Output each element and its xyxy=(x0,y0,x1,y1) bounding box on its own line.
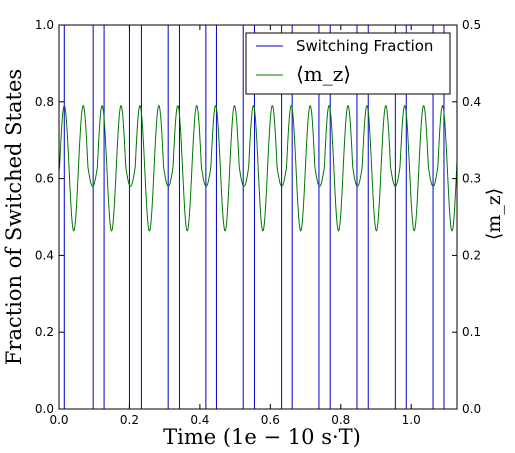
ticks-layer: 0.0 0.2 0.4 0.6 0.8 1.0 0.0 0.2 0.4 0.6 0.8 1.0 0.0 0… xyxy=(35,18,481,427)
x-axis-label: Time (1e − 10 s·T) xyxy=(163,425,361,449)
y-right-tick-label: 0.4 xyxy=(462,95,481,109)
legend: Switching Fraction ⟨m_z⟩ xyxy=(245,32,451,95)
y-left-tick-label: 0.0 xyxy=(35,402,54,416)
y-left-tick-label: 0.2 xyxy=(35,325,54,339)
plot-frame xyxy=(58,24,458,410)
series-mz-line xyxy=(59,104,457,232)
y-right-tick-label: 0.2 xyxy=(462,248,481,262)
plot-series-layer xyxy=(59,25,457,409)
y-left-tick-label: 0.8 xyxy=(35,95,54,109)
y-axis-left-label: Fraction of Switched States xyxy=(2,69,26,365)
y-right-tick-label: 0.3 xyxy=(462,172,481,186)
x-tick-label: 0.6 xyxy=(261,413,280,427)
legend-label-mz: ⟨m_z⟩ xyxy=(296,62,351,86)
legend-label-switching: Switching Fraction xyxy=(296,37,433,55)
x-tick-label: 1.0 xyxy=(402,413,421,427)
y-right-tick-label: 0.0 xyxy=(462,402,481,416)
y-right-tick-label: 0.1 xyxy=(462,325,481,339)
x-tick-label: 0.2 xyxy=(120,413,139,427)
series-switching-fraction-line xyxy=(59,25,457,409)
x-tick-label: 0.0 xyxy=(49,413,68,427)
legend-box xyxy=(245,32,451,95)
y-left-tick-label: 1.0 xyxy=(35,18,54,32)
x-tick-label: 0.8 xyxy=(331,413,350,427)
y-right-tick-label: 0.5 xyxy=(462,18,481,32)
y-left-tick-label: 0.6 xyxy=(35,172,54,186)
x-tick-label: 0.4 xyxy=(190,413,209,427)
y-left-tick-label: 0.4 xyxy=(35,248,54,262)
y-axis-right-label: ⟨m_z⟩ xyxy=(483,188,505,240)
